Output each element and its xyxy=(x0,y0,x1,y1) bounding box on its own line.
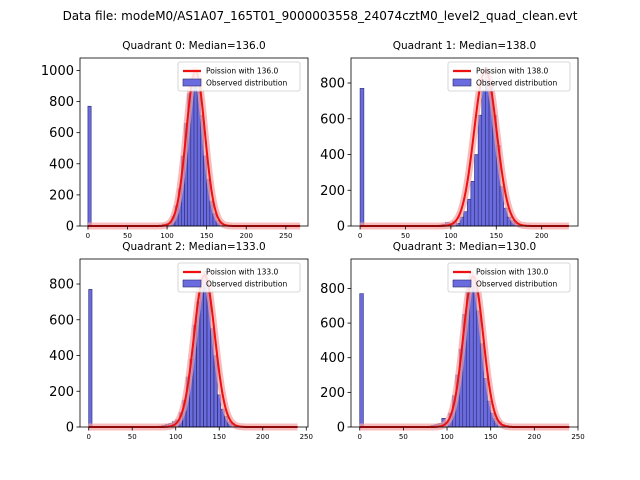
quadrant-3-panel: Quadrant 3: Median=130.0 0 50 100 150 200 250 0… xyxy=(320,241,585,441)
legend-box xyxy=(177,61,301,92)
y-tick-label: 0 xyxy=(66,220,74,235)
x-tick-label: 150 xyxy=(213,433,226,441)
axes-frame xyxy=(79,258,309,428)
axes-frame xyxy=(350,57,579,227)
x-tick-label: 50 xyxy=(123,232,132,240)
quadrant-1-panel: Quadrant 1: Median=138.0 0 50 100 150 200 0 200… xyxy=(320,40,579,240)
y-tick-label: 600 xyxy=(320,112,345,127)
panel-title: Quadrant 1: Median=138.0 xyxy=(393,40,536,52)
quadrant-0-panel: Quadrant 0: Median=136.0 0 50 100 150 200 250 0… xyxy=(41,40,309,240)
x-tick-label: 200 xyxy=(256,433,269,441)
x-tick-label: 0 xyxy=(358,232,362,240)
x-tick-label: 100 xyxy=(444,232,457,240)
panel-title: Quadrant 3: Median=130.0 xyxy=(393,241,536,253)
histogram-bar xyxy=(87,105,92,227)
y-tick-label: 400 xyxy=(49,349,74,364)
legend-bar-swatch xyxy=(452,279,472,288)
panel-title: Quadrant 2: Median=133.0 xyxy=(122,241,265,253)
legend-bar-swatch xyxy=(452,78,472,87)
legend-label-poisson: Poission with 136.0 xyxy=(206,67,279,76)
y-tick-label: 600 xyxy=(49,126,74,141)
y-tick-label: 600 xyxy=(320,317,345,332)
x-tick-label: 100 xyxy=(160,232,173,240)
legend-bar-swatch xyxy=(182,78,202,87)
legend-box xyxy=(447,262,571,293)
x-tick-label: 250 xyxy=(279,232,292,240)
panel-title: Quadrant 0: Median=136.0 xyxy=(122,40,265,52)
histogram-bar xyxy=(470,181,475,227)
legend-label-poisson: Poission with 138.0 xyxy=(476,67,549,76)
x-tick-label: 0 xyxy=(86,433,90,441)
x-tick-label: 50 xyxy=(128,433,137,441)
legend-label-observed: Observed distribution xyxy=(206,280,287,289)
x-tick-label: 250 xyxy=(300,433,313,441)
x-tick-label: 200 xyxy=(240,232,253,240)
axes-frame xyxy=(350,258,579,428)
histogram-bar xyxy=(88,289,93,428)
x-tick-label: 50 xyxy=(401,232,410,240)
quadrant-2-panel: Quadrant 2: Median=133.0 0 50 100 150 200 250 0… xyxy=(49,241,313,441)
x-tick-label: 200 xyxy=(535,232,548,240)
x-tick-label: 0 xyxy=(357,433,361,441)
x-tick-label: 100 xyxy=(169,433,182,441)
histogram-bar xyxy=(474,154,479,227)
legend-label-poisson: Poission with 130.0 xyxy=(476,268,549,277)
histogram-bar xyxy=(359,293,364,428)
axes-frame xyxy=(79,57,309,227)
legend-box xyxy=(447,61,571,92)
y-tick-label: 400 xyxy=(49,157,74,172)
figure-title: Data file: modeM0/AS1A07_165T01_90000035… xyxy=(63,9,578,23)
y-tick-label: 800 xyxy=(49,95,74,110)
y-tick-label: 800 xyxy=(320,282,345,297)
y-tick-label: 400 xyxy=(320,148,345,163)
y-tick-label: 200 xyxy=(320,184,345,199)
histogram-bar xyxy=(477,114,483,227)
legend-box xyxy=(177,262,301,293)
x-tick-label: 150 xyxy=(200,232,213,240)
legend-label-poisson: Poission with 133.0 xyxy=(206,268,279,277)
y-tick-label: 0 xyxy=(337,421,345,436)
histogram-bar xyxy=(466,198,472,227)
legend: Poission with 133.0 Observed distribution xyxy=(177,262,301,293)
histogram-bar xyxy=(359,88,365,227)
x-tick-label: 0 xyxy=(86,232,90,240)
y-tick-label: 600 xyxy=(49,313,74,328)
histogram-bar xyxy=(481,89,486,227)
legend-label-observed: Observed distribution xyxy=(206,79,287,88)
x-tick-label: 150 xyxy=(490,232,503,240)
legend-label-observed: Observed distribution xyxy=(476,280,557,289)
legend: Poission with 136.0 Observed distribution xyxy=(177,61,301,92)
y-tick-label: 800 xyxy=(49,278,74,293)
x-tick-label: 250 xyxy=(571,433,584,441)
y-tick-label: 200 xyxy=(49,188,74,203)
histogram-bar xyxy=(193,70,198,227)
y-tick-label: 800 xyxy=(320,77,345,92)
legend: Poission with 130.0 Observed distribution xyxy=(447,262,571,293)
y-tick-label: 0 xyxy=(66,421,74,436)
y-tick-label: 1000 xyxy=(41,64,74,79)
x-tick-label: 100 xyxy=(440,433,453,441)
y-tick-label: 200 xyxy=(320,386,345,401)
x-tick-label: 150 xyxy=(484,433,497,441)
legend-label-observed: Observed distribution xyxy=(476,79,557,88)
x-tick-label: 200 xyxy=(528,433,541,441)
y-tick-label: 200 xyxy=(49,385,74,400)
x-tick-label: 50 xyxy=(399,433,408,441)
legend-bar-swatch xyxy=(182,279,202,288)
y-tick-label: 400 xyxy=(320,351,345,366)
histogram-bar xyxy=(463,211,468,227)
legend: Poission with 138.0 Observed distribution xyxy=(447,61,571,92)
y-tick-label: 0 xyxy=(337,220,345,235)
